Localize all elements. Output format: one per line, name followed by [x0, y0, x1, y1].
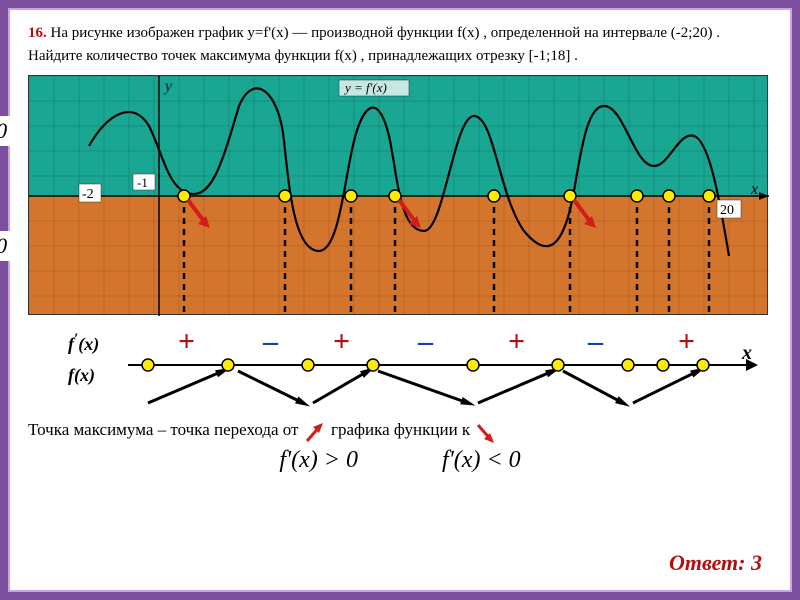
- bottom-ineq-1: f'(x) > 0: [279, 447, 358, 474]
- bottom-inequalities: f'(x) > 0 f'(x) < 0: [28, 447, 772, 474]
- y-axis-label: y: [165, 78, 172, 96]
- answer-label: Ответ: 3: [669, 550, 762, 576]
- f-row-label: f(x): [68, 365, 95, 386]
- bottom-ineq-2: f'(x) < 0: [442, 447, 521, 474]
- x-axis-arrow-label: x: [750, 181, 758, 198]
- chart-svg: -2 20 -1 y = f'(x) x: [29, 76, 769, 316]
- x-axis-arrowhead: [759, 192, 769, 200]
- outer-frame: 16. На рисунке изображен график y=f'(x) …: [0, 0, 800, 600]
- monotone-arrows: [148, 367, 705, 407]
- dashed-lines: [184, 196, 709, 316]
- func-label: y = f'(x): [343, 80, 387, 95]
- fprime-row-label: f′(x): [68, 331, 99, 355]
- svg-text:–: –: [417, 325, 434, 358]
- svg-text:+: +: [333, 325, 350, 358]
- problem-number: 16.: [28, 25, 47, 41]
- numline-svg: + – + – + – + x: [28, 323, 768, 413]
- neg1-label: -1: [137, 175, 148, 190]
- note-part2: графика функции к: [331, 420, 470, 439]
- problem-body: На рисунке изображен график y=f'(x) — пр…: [28, 25, 720, 64]
- right-label: 20: [720, 203, 734, 218]
- left-label: -2: [82, 187, 94, 202]
- grid-lower: [29, 196, 769, 316]
- svg-text:–: –: [587, 325, 604, 358]
- inequality-upper: f'(x) > 0: [0, 116, 13, 146]
- number-line: + – + – + – + x f′(x) f(x): [28, 323, 768, 413]
- svg-text:–: –: [262, 325, 279, 358]
- note-part1: Точка максимума – точка перехода от: [28, 420, 299, 439]
- inner-frame: 16. На рисунке изображен график y=f'(x) …: [8, 8, 792, 592]
- inequality-lower: f'(x) < 0: [0, 231, 13, 261]
- problem-text: 16. На рисунке изображен график y=f'(x) …: [28, 22, 772, 67]
- explanation-note: Точка максимума – точка перехода от граф…: [28, 419, 772, 443]
- down-arrow-icon: [474, 419, 498, 443]
- svg-text:+: +: [508, 325, 525, 358]
- svg-text:+: +: [678, 325, 695, 358]
- numline-signs: + – + – + – +: [178, 325, 695, 358]
- red-arrows-chart: [188, 200, 596, 228]
- up-arrow-icon: [303, 419, 327, 443]
- svg-text:+: +: [178, 325, 195, 358]
- chart-container: -2 20 -1 y = f'(x) x y f'(x) > 0 f'(x) <…: [28, 75, 768, 315]
- numline-x-label: x: [741, 342, 752, 364]
